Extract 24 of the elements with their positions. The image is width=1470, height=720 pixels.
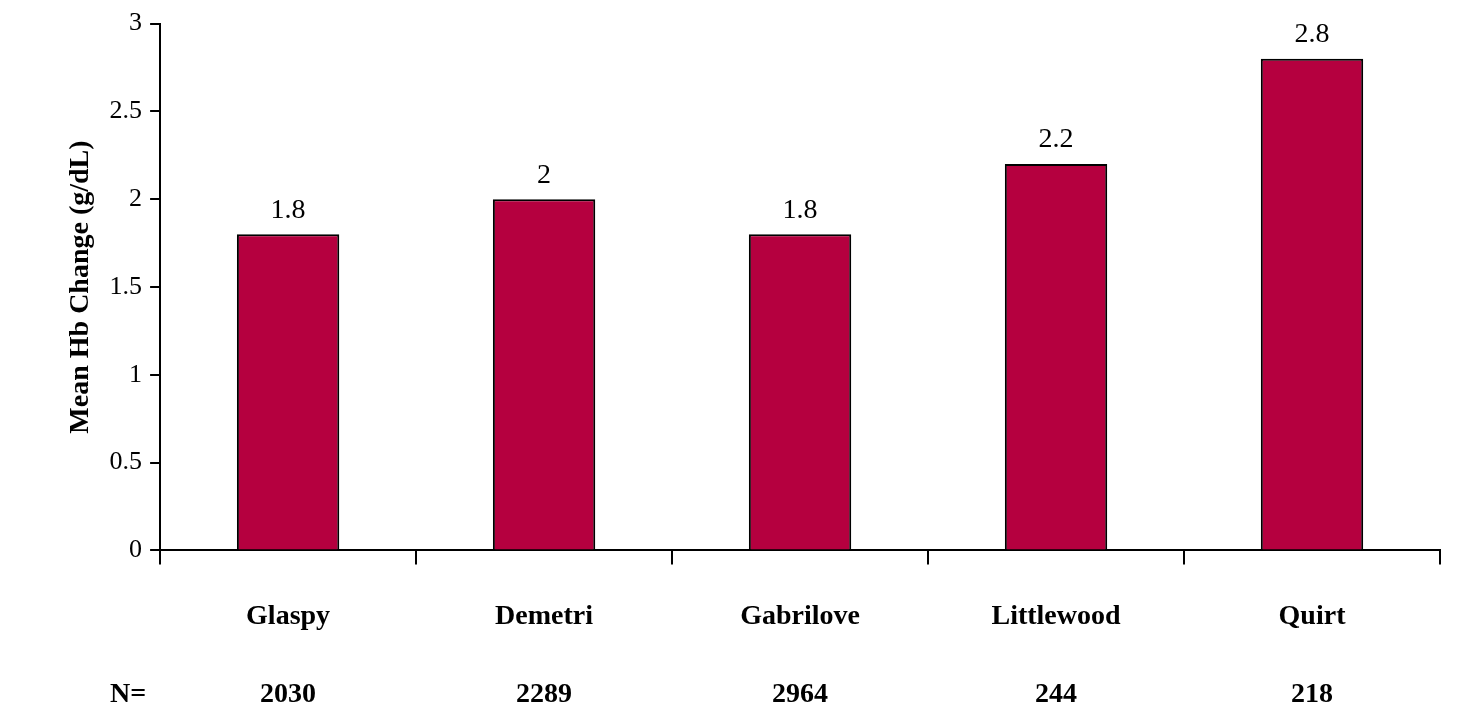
y-tick-label: 3	[129, 7, 143, 37]
y-tick-label: 1.5	[109, 270, 143, 300]
x-tick-label: Gabrilove	[740, 599, 860, 631]
data-label: 1.8	[270, 192, 306, 224]
x-tick-label: Quirt	[1278, 599, 1347, 631]
data-label: 1.8	[782, 192, 818, 224]
text: 244	[1035, 677, 1078, 709]
text: 2289	[516, 677, 573, 709]
y-tick-label: 0	[129, 534, 143, 564]
data-label: 2	[537, 157, 552, 189]
data-label: 2.8	[1294, 17, 1330, 49]
y-tick-label: 2	[129, 183, 143, 213]
y-tick-label: 0.5	[109, 446, 143, 476]
y-tick-label: 2.5	[109, 95, 143, 125]
x-tick-label: Demetri	[495, 599, 594, 631]
y-tick-label: 1	[129, 358, 143, 388]
text: 2030	[260, 677, 317, 709]
text: 218	[1291, 677, 1334, 709]
text: 2964	[772, 677, 829, 709]
data-label: 2.2	[1038, 122, 1074, 154]
y-axis-title: Mean Hb Change (g/dL)	[63, 140, 95, 434]
text: N=	[110, 677, 147, 709]
x-tick-label: Glaspy	[246, 599, 331, 631]
x-tick-label: Littlewood	[991, 599, 1122, 631]
